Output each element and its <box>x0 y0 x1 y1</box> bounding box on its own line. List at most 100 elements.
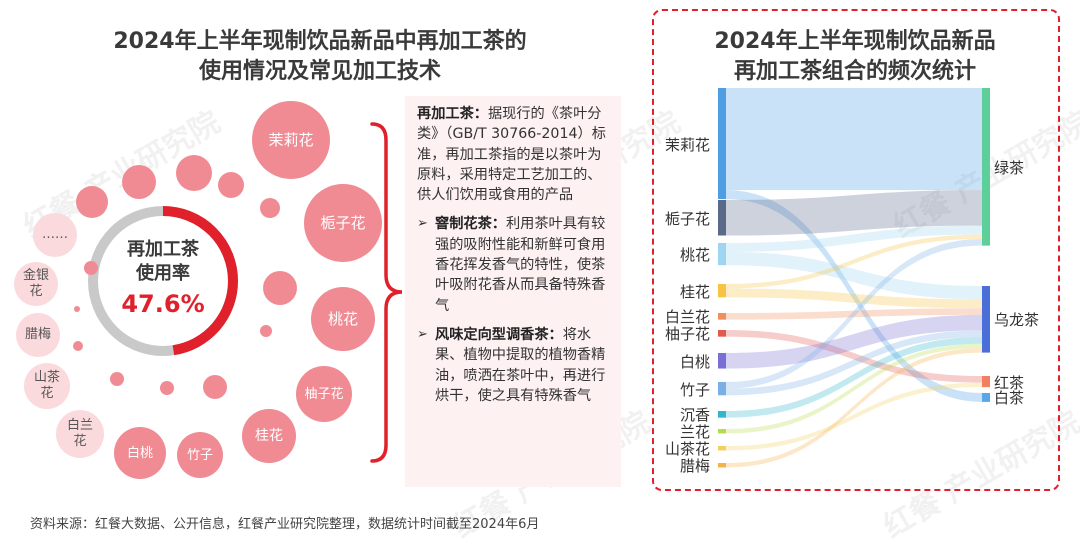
donut-used-arc <box>88 206 238 356</box>
usage-donut-chart <box>88 206 238 356</box>
bubble-jasmine: 茉莉花 <box>252 101 330 179</box>
sankey-source-node <box>718 382 726 396</box>
decorative-bubble <box>218 172 244 198</box>
sankey-source-node <box>718 353 726 369</box>
sankey-target-label: 绿茶 <box>994 158 1025 177</box>
bubble-wintersweet: 腊梅 <box>16 313 60 357</box>
sankey-source-label: 沉香 <box>679 406 710 425</box>
bullet-text: 将水果、植物中提取的植物香精油，喷洒在茶叶中，再进行烘干，使之具有特殊香气 <box>435 326 606 404</box>
sankey-source-label: 竹子 <box>679 380 710 399</box>
decorative-bubble <box>74 306 80 312</box>
bubble-osmanthus: 桂花 <box>242 409 296 463</box>
sankey-link <box>726 190 982 236</box>
sankey-link <box>726 88 982 191</box>
decorative-bubble <box>122 165 156 199</box>
bullet-term: 窨制花茶： <box>435 216 506 233</box>
sankey-source-label: 茉莉花 <box>664 135 710 154</box>
decorative-bubble <box>263 271 297 305</box>
bubble-camellia: 山茶花 <box>24 363 70 409</box>
sankey-source-node <box>718 313 726 320</box>
donut-value: 47.6% <box>121 290 205 318</box>
decorative-bubble <box>176 155 212 191</box>
sankey-target-node <box>982 88 990 246</box>
right-chart-title: 2024年上半年现制饮品新品 再加工茶组合的频次统计 <box>660 27 1050 87</box>
bullet-text: 利用茶叶具有较强的吸附性能和新鲜可食用香花挥发香气的特性，使茶叶吸附花香从而具备… <box>435 216 606 314</box>
sankey-source-node <box>718 411 726 418</box>
arrow-icon: ➢ <box>417 216 428 232</box>
sankey-source-label: 白兰花 <box>664 308 710 327</box>
definition-intro: 再加工茶：据现行的《茶叶分类》（GB/T 30766-2014）标准，再加工茶指… <box>417 104 613 205</box>
decorative-bubble <box>110 372 124 386</box>
bubble-label: 山茶花 <box>33 370 60 401</box>
bubble-label: 栀子花 <box>320 213 366 232</box>
source-footnote: 资料来源：红餐大数据、公开信息，红餐产业研究院整理，数据统计时间截至2024年6… <box>30 517 540 532</box>
sankey-link <box>726 314 982 369</box>
bubble-honeysuckle: 金银花 <box>14 262 58 306</box>
decorative-bubble <box>84 261 98 275</box>
sankey-link <box>726 234 982 289</box>
sankey-link <box>726 225 982 252</box>
left-title-line2: 使用情况及常见加工技术 <box>198 59 441 84</box>
sankey-link <box>726 337 982 418</box>
sankey-source-node <box>718 243 726 266</box>
bubble-peach-blossom: 桃花 <box>311 287 375 351</box>
sankey-source-label: 白桃 <box>679 352 710 371</box>
sankey-target-node <box>982 286 990 353</box>
sankey-panel-frame <box>652 9 1060 491</box>
donut-center: 再加工茶 使用率 47.6% <box>98 238 228 320</box>
sankey-link <box>726 251 982 300</box>
decorative-bubble <box>160 381 174 395</box>
sankey-link <box>726 288 982 309</box>
bubble-white-peach: 白桃 <box>114 427 166 479</box>
sankey-target-label: 红茶 <box>994 373 1025 392</box>
decorative-bubble <box>76 186 108 218</box>
bubble-label: 白桃 <box>126 445 153 461</box>
sankey-source-label: 桃花 <box>679 246 710 265</box>
sankey-link <box>726 238 982 389</box>
bubble-label: 柚子花 <box>304 386 344 402</box>
bubble-more: …… <box>33 213 77 257</box>
sankey-source-label: 兰花 <box>679 423 710 442</box>
bubble-label: 桃花 <box>327 309 358 328</box>
sankey-target-node <box>982 393 990 402</box>
sankey-target-label: 白茶 <box>994 389 1025 408</box>
sankey-link <box>726 190 982 402</box>
right-title-line1: 2024年上半年现制饮品新品 <box>714 29 996 54</box>
sankey-source-node <box>718 446 726 451</box>
donut-label-line1: 再加工茶 <box>127 239 199 260</box>
sankey-link <box>726 348 982 468</box>
right-title-line2: 再加工茶组合的频次统计 <box>733 59 976 84</box>
sankey-source-node <box>718 284 726 298</box>
bubble-magnolia: 白兰花 <box>56 410 104 458</box>
sankey-source-node <box>718 463 726 468</box>
decorative-bubble <box>203 375 227 399</box>
bubble-bamboo: 竹子 <box>177 432 223 478</box>
sankey-source-label: 栀子花 <box>664 209 710 228</box>
bubble-label: 白兰花 <box>66 418 93 449</box>
bubble-label: 腊梅 <box>24 327 51 342</box>
sankey-link <box>726 330 982 383</box>
sankey-link <box>726 382 982 451</box>
bubble-label: …… <box>42 227 68 242</box>
bubble-label: 茉莉花 <box>268 130 314 149</box>
bubble-label: 金银花 <box>22 268 49 299</box>
sankey-link <box>726 330 982 396</box>
sankey-link <box>726 308 982 320</box>
bubble-gardenia: 栀子花 <box>304 184 382 262</box>
decorative-bubble <box>73 341 83 351</box>
donut-label-line2: 使用率 <box>136 263 190 284</box>
sankey-link <box>726 343 982 434</box>
definition-panel: 再加工茶：据现行的《茶叶分类》（GB/T 30766-2014）标准，再加工茶指… <box>405 96 621 487</box>
bullet-flavored-tea: ➢ 风味定向型调香茶：将水果、植物中提取的植物香精油，喷洒在茶叶中，再进行烘干，使… <box>417 325 613 406</box>
definition-text: 据现行的《茶叶分类》（GB/T 30766-2014）标准，再加工茶指的是以茶叶… <box>417 106 606 204</box>
red-brace-icon <box>370 122 403 463</box>
sankey-source-label: 柚子花 <box>664 325 710 344</box>
bullet-scented-tea: ➢ 窨制花茶：利用茶叶具有较强的吸附性能和新鲜可食用香花挥发香气的特性，使茶叶吸附… <box>417 214 613 315</box>
left-chart-title: 2024年上半年现制饮品新品中再加工茶的 使用情况及常见加工技术 <box>60 27 580 87</box>
sankey-source-node <box>718 200 726 236</box>
arrow-icon: ➢ <box>417 326 428 342</box>
decorative-bubble <box>260 198 280 218</box>
bullet-term: 风味定向型调香茶： <box>435 326 563 343</box>
decorative-bubble <box>260 325 272 337</box>
